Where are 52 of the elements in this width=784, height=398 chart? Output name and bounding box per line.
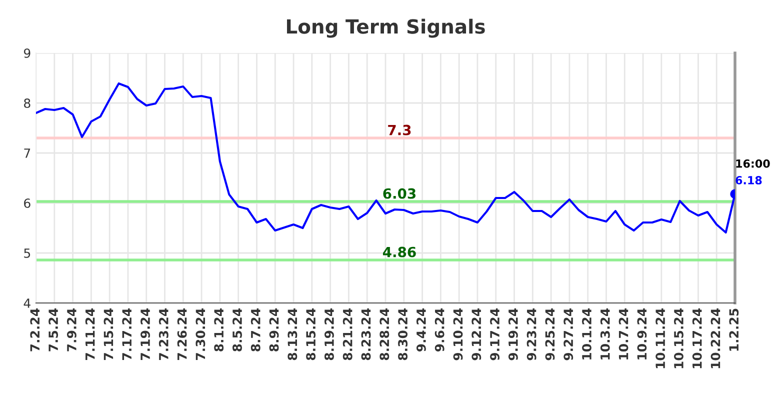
y-tick-label: 6 — [24, 198, 30, 208]
x-tick-label: 9.23.24 — [526, 308, 536, 360]
x-tick-label: 8.1.24 — [214, 308, 224, 352]
x-tick-label: 10.1.24 — [582, 308, 592, 360]
x-tick-label: 10.22.24 — [710, 308, 720, 368]
x-tick-label: 7.19.24 — [140, 308, 150, 360]
x-tick-label: 8.7.24 — [250, 308, 260, 352]
x-tick-label: 8.28.24 — [380, 308, 390, 360]
x-tick-label: 9.4.24 — [416, 308, 426, 352]
x-tick-label: 7.15.24 — [104, 308, 114, 360]
y-tick-label: 9 — [24, 48, 30, 58]
line-series — [36, 82, 735, 234]
y-tick-label: 5 — [24, 248, 30, 258]
x-tick-label: 9.25.24 — [545, 308, 555, 360]
x-tick-label: 9.17.24 — [490, 308, 500, 360]
y-tick-label: 4 — [24, 298, 30, 308]
x-tick-label: 8.5.24 — [232, 308, 242, 352]
x-tick-label: 10.17.24 — [692, 308, 702, 368]
x-tick-label: 8.15.24 — [306, 308, 316, 360]
x-tick-label: 7.11.24 — [85, 308, 95, 360]
x-tick-label: 9.27.24 — [564, 308, 574, 360]
x-tick-label: 10.15.24 — [674, 308, 684, 368]
x-tick-label: 9.19.24 — [508, 308, 518, 360]
x-tick-label: 8.23.24 — [361, 308, 371, 360]
x-tick-label: 7.5.24 — [48, 308, 58, 352]
x-tick-label: 10.3.24 — [600, 308, 610, 360]
x-tick-label: 8.9.24 — [269, 308, 279, 352]
chart-title: Long Term Signals — [287, 18, 485, 38]
x-tick-label: 9.6.24 — [434, 308, 444, 352]
x-tick-label: 7.17.24 — [122, 308, 132, 360]
x-tick-label: 8.13.24 — [288, 308, 298, 360]
x-tick-label: 8.30.24 — [398, 308, 408, 360]
x-tick-label: 9.12.24 — [472, 308, 482, 360]
ref-line-label: 7.3 — [388, 124, 411, 136]
data-label: 6.18 — [736, 176, 762, 184]
x-tick-label: 10.7.24 — [618, 308, 628, 360]
x-tick-label: 7.23.24 — [158, 308, 168, 360]
x-tick-label: 1.2.25 — [729, 308, 739, 351]
x-tick-label: 7.2.24 — [30, 308, 40, 352]
annotation: 16:00 — [736, 159, 770, 168]
x-tick-label: 10.11.24 — [656, 308, 666, 368]
x-tick-label: 10.9.24 — [637, 308, 647, 360]
x-tick-label: 8.21.24 — [342, 308, 352, 360]
x-tick-label: 9.10.24 — [453, 308, 463, 360]
x-tick-label: 7.9.24 — [66, 308, 76, 352]
y-tick-label: 8 — [24, 98, 30, 108]
y-tick-label: 7 — [24, 148, 30, 158]
x-tick-label: 8.19.24 — [324, 308, 334, 360]
x-tick-label: 7.26.24 — [177, 308, 187, 360]
ref-line-label: 4.86 — [382, 246, 416, 258]
ref-line-label: 6.03 — [383, 188, 416, 199]
x-tick-label: 7.30.24 — [196, 308, 206, 360]
